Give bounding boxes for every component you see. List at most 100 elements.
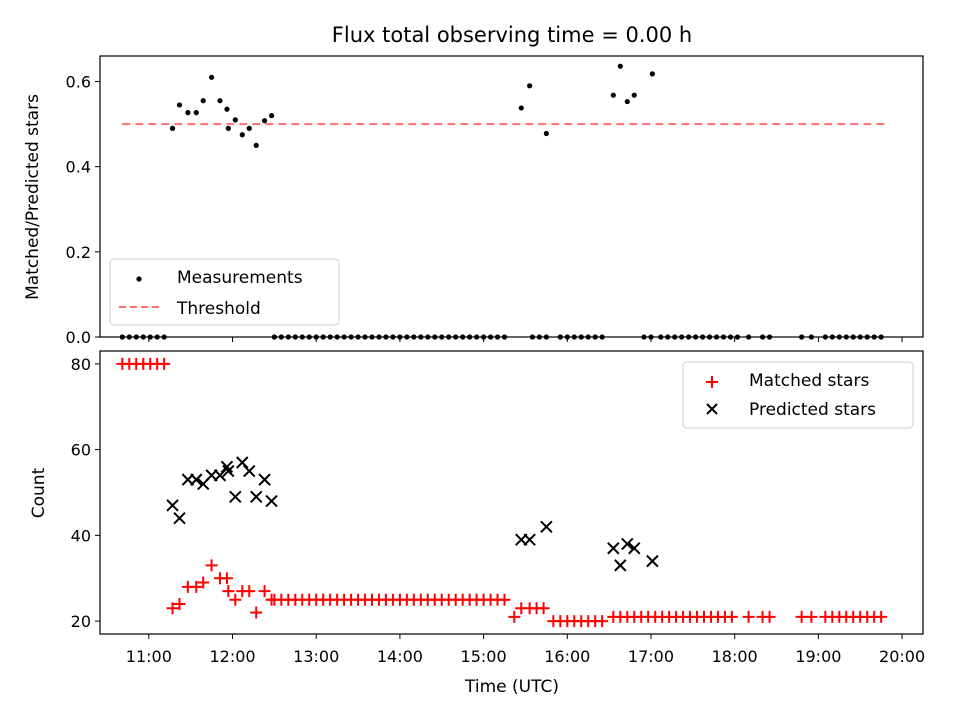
measurement-point bbox=[268, 113, 275, 119]
measurement-point bbox=[649, 71, 655, 77]
measurement-point bbox=[610, 92, 616, 98]
x-tick-label: 14:00 bbox=[377, 647, 423, 666]
measurement-point bbox=[253, 142, 259, 149]
predicted-stars-point bbox=[222, 464, 235, 478]
x-tick-label: 16:00 bbox=[544, 647, 590, 666]
matched-stars-point bbox=[725, 610, 738, 623]
ratio-panel-x-ticks bbox=[148, 337, 903, 342]
matched-stars-point bbox=[220, 572, 233, 585]
measurement-point bbox=[518, 105, 524, 111]
predicted-stars-point bbox=[243, 464, 256, 478]
count-panel-y-ticks: 20 40 60 80 bbox=[71, 355, 100, 631]
legend-predicted-marker bbox=[706, 403, 718, 415]
matched-stars-point bbox=[763, 610, 776, 623]
y-tick-label: 0.0 bbox=[66, 328, 91, 347]
measurement-point bbox=[232, 117, 238, 123]
predicted-stars-point bbox=[229, 490, 242, 503]
matched-stars-point bbox=[508, 610, 521, 623]
measurement-point bbox=[185, 110, 191, 116]
ratio-panel-y-ticks: 0.0 0.2 0.4 0.6 bbox=[66, 73, 100, 347]
predicted-stars-point bbox=[265, 494, 278, 508]
measurement-point bbox=[624, 98, 630, 105]
matched-stars-point bbox=[166, 602, 179, 615]
legend-predicted-label: Predicted stars bbox=[749, 400, 876, 420]
measurement-point bbox=[217, 98, 223, 104]
x-tick-label: 11:00 bbox=[126, 647, 172, 666]
matched-stars-point bbox=[805, 610, 818, 623]
count-legend-box bbox=[682, 361, 914, 429]
measurement-point bbox=[262, 118, 268, 124]
predicted-stars-point bbox=[628, 542, 641, 555]
y-tick-label: 20 bbox=[71, 612, 91, 631]
matched-stars-point bbox=[243, 585, 256, 598]
measurement-point bbox=[225, 125, 231, 131]
ratio-legend: Measurements Threshold bbox=[109, 258, 340, 326]
matched-stars-point bbox=[250, 606, 263, 619]
legend-threshold-label: Threshold bbox=[176, 299, 261, 319]
ratio-panel-frame bbox=[99, 55, 924, 338]
predicted-stars-point bbox=[621, 537, 634, 551]
matched-stars-point bbox=[197, 576, 210, 589]
x-tick-label: 18:00 bbox=[712, 647, 758, 666]
ratio-y-axis-label: Matched/Predicted stars bbox=[23, 94, 43, 300]
matched-stars-point bbox=[498, 593, 511, 606]
count-y-axis-label: Count bbox=[29, 467, 49, 518]
matched-stars-point bbox=[229, 593, 242, 606]
y-tick-label: 80 bbox=[71, 355, 91, 374]
matched-stars-point bbox=[190, 580, 203, 593]
y-tick-label: 0.2 bbox=[66, 243, 91, 262]
y-tick-label: 0.4 bbox=[66, 158, 91, 177]
measurement-point bbox=[527, 83, 533, 89]
y-tick-label: 60 bbox=[71, 441, 91, 460]
count-panel-x-ticks: 11:00 12:00 13:00 14:00 15:00 16:00 17:00 18:00… bbox=[126, 634, 925, 666]
predicted-stars-point bbox=[166, 499, 179, 512]
x-tick-label: 20:00 bbox=[879, 647, 925, 666]
measurement-point bbox=[617, 63, 623, 69]
predicted-stars-point bbox=[236, 456, 249, 469]
predicted-stars-point bbox=[614, 559, 627, 572]
matched-stars-point bbox=[222, 585, 235, 598]
predicted-stars-point bbox=[258, 473, 271, 486]
ratio-panel: 0.0 0.2 0.4 0.6 Matched/Predicted stars Mea… bbox=[23, 55, 924, 347]
legend-matched-label: Matched stars bbox=[749, 371, 869, 391]
count-panel-frame bbox=[99, 350, 924, 635]
y-tick-label: 40 bbox=[71, 526, 91, 545]
matched-stars-point bbox=[158, 357, 171, 370]
matched-stars-point bbox=[596, 615, 609, 628]
measurement-point bbox=[543, 130, 549, 137]
x-tick-label: 13:00 bbox=[293, 647, 339, 666]
measurement-point bbox=[193, 110, 199, 116]
predicted-stars-point bbox=[190, 473, 203, 486]
predicted-stars-point bbox=[220, 460, 234, 473]
measurement-point bbox=[631, 92, 637, 98]
chart-title: Flux total observing time = 0.00 h bbox=[332, 23, 692, 47]
count-panel-marks bbox=[116, 357, 888, 628]
legend-matched-marker bbox=[706, 376, 718, 388]
measurement-point bbox=[200, 98, 206, 104]
x-tick-label: 17:00 bbox=[628, 647, 674, 666]
predicted-stars-point bbox=[213, 469, 227, 482]
predicted-stars-point bbox=[173, 512, 186, 525]
count-legend: Matched stars Predicted stars bbox=[682, 361, 914, 429]
predicted-stars-point bbox=[540, 520, 553, 534]
legend-measurements-label: Measurements bbox=[177, 268, 303, 288]
x-tick-label: 15:00 bbox=[461, 647, 507, 666]
measurement-point bbox=[208, 74, 215, 80]
ratio-legend-box bbox=[109, 258, 340, 326]
measurement-point bbox=[176, 102, 183, 108]
matched-stars-point bbox=[537, 602, 550, 615]
measurement-point bbox=[224, 106, 230, 112]
x-tick-label: 12:00 bbox=[209, 647, 255, 666]
matched-stars-point bbox=[173, 597, 186, 610]
measurement-point bbox=[239, 132, 245, 138]
matched-stars-point bbox=[742, 610, 755, 623]
predicted-stars-point bbox=[646, 554, 659, 568]
measurement-point bbox=[246, 125, 252, 131]
predicted-stars-point bbox=[250, 490, 263, 503]
measurement-point bbox=[169, 125, 176, 131]
x-tick-label: 19:00 bbox=[795, 647, 841, 666]
matched-stars-point bbox=[205, 559, 218, 572]
predicted-stars-point bbox=[607, 542, 620, 555]
y-tick-label: 0.6 bbox=[66, 73, 91, 92]
